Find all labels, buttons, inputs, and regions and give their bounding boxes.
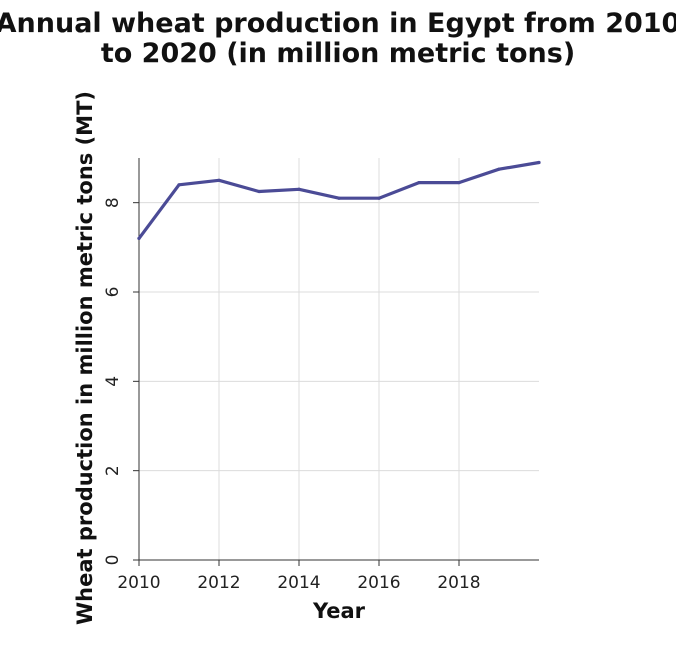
y-tick-label-0: 0 bbox=[103, 555, 123, 566]
x-tick-label-2018: 2018 bbox=[437, 573, 480, 593]
data-point-2015 bbox=[337, 196, 341, 200]
series bbox=[137, 160, 541, 240]
data-point-2013 bbox=[257, 189, 261, 194]
series-line-0 bbox=[137, 160, 541, 240]
data-point-2011 bbox=[177, 183, 181, 187]
data-point-2019 bbox=[497, 167, 501, 171]
x-axis-label: Year bbox=[312, 599, 366, 623]
tick-labels: 2010 2012 2014 2016 2018 0 2 4 6 8 bbox=[103, 197, 481, 593]
data-point-2017 bbox=[417, 180, 421, 185]
x-tick-label-2016: 2016 bbox=[357, 573, 400, 593]
data-point-2010 bbox=[137, 236, 141, 240]
x-tick-label-2014: 2014 bbox=[277, 573, 320, 593]
chart-title-line-2: to 2020 (in million metric tons) bbox=[101, 38, 575, 69]
data-point-2014 bbox=[297, 187, 301, 191]
data-point-2020 bbox=[537, 160, 541, 165]
data-point-2018 bbox=[457, 180, 461, 185]
grid bbox=[138, 158, 539, 561]
data-point-2016 bbox=[377, 196, 381, 200]
y-tick-label-6: 6 bbox=[103, 287, 123, 298]
x-tick-label-2010: 2010 bbox=[117, 573, 160, 593]
y-axis-label: Wheat production in million metric tons … bbox=[73, 91, 97, 625]
x-tick-label-2012: 2012 bbox=[197, 573, 240, 593]
y-tick-label-4: 4 bbox=[103, 376, 123, 387]
y-tick-label-2: 2 bbox=[103, 465, 123, 476]
axes bbox=[133, 158, 539, 566]
y-tick-label-8: 8 bbox=[103, 197, 123, 208]
data-point-2012 bbox=[217, 178, 221, 182]
chart-title-line-1: Annual wheat production in Egypt from 20… bbox=[0, 8, 676, 39]
